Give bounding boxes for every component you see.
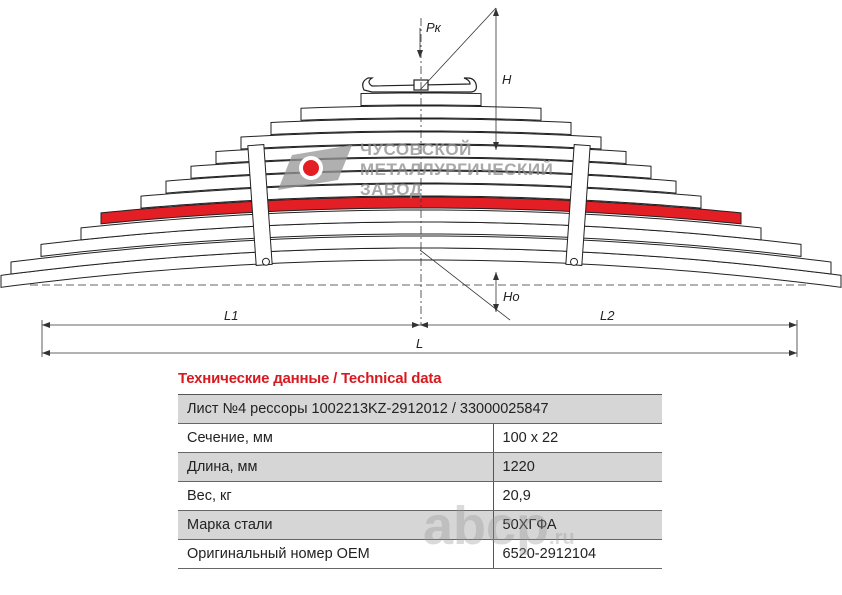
logo-text-line-2: МЕТАЛЛУРГИЧЕСКИЙ <box>360 160 554 179</box>
row-label: Длина, мм <box>178 452 494 482</box>
table-row: Вес, кг 20,9 <box>178 481 662 511</box>
row-value: 1220 <box>492 452 662 482</box>
length-right-label: L2 <box>600 308 615 323</box>
clamp-left <box>247 144 273 266</box>
spring-leaf <box>240 131 602 150</box>
row-label: Оригинальный номер OEM <box>178 539 494 569</box>
clamp-right <box>565 144 591 266</box>
length-left-label: L1 <box>224 308 239 323</box>
table-row: Оригинальный номер OEM 6520-2912104 <box>178 539 662 569</box>
row-label: Сечение, мм <box>178 423 494 453</box>
leaf-spring-drawing <box>0 7 842 357</box>
table-row: Сечение, мм 100 x 22 <box>178 423 662 453</box>
logo-text-line-3: ЗАВОД <box>360 180 423 199</box>
logo-text-line-1: ЧУСОВСКОЙ <box>360 140 472 159</box>
load-label: Рк <box>426 20 441 35</box>
row-value: 100 x 22 <box>492 423 662 453</box>
spring-leaf <box>80 209 762 241</box>
row-label: Марка стали <box>178 510 494 540</box>
technical-data-title: Технические данные / Technical data <box>178 370 442 387</box>
row-value: 20,9 <box>492 481 662 511</box>
table-row: Длина, мм 1220 <box>178 452 662 482</box>
spring-leaf <box>300 105 542 121</box>
technical-data-table: Лист №4 рессоры 1002213KZ-2912012 / 3300… <box>178 394 662 569</box>
table-header-row: Лист №4 рессоры 1002213KZ-2912012 / 3300… <box>178 394 662 424</box>
height-label: H <box>502 72 512 87</box>
row-label: Вес, кг <box>178 481 494 511</box>
height0-label: Ho <box>503 289 520 304</box>
u-bolt-saddle <box>362 77 477 93</box>
row-value: 50ХГФА <box>492 510 662 540</box>
row-value: 6520-2912104 <box>492 539 662 569</box>
table-header: Лист №4 рессоры 1002213KZ-2912012 / 3300… <box>178 394 662 424</box>
watermark-logo: abcp.ru <box>423 496 575 556</box>
arrowheads <box>42 8 797 356</box>
manufacturer-logo-icon <box>278 145 352 190</box>
length-label: L <box>416 336 424 351</box>
table-row: Марка стали 50ХГФА <box>178 510 662 540</box>
spring-leaf <box>140 183 702 209</box>
spring-leaf <box>10 235 832 275</box>
